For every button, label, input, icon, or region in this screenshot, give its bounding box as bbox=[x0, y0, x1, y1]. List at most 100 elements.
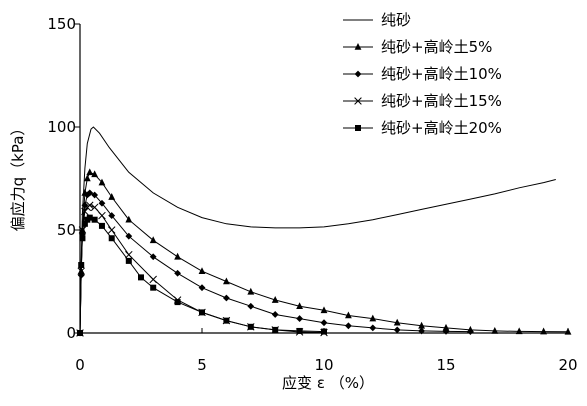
x-marker-stroke bbox=[125, 250, 133, 259]
data-point bbox=[296, 302, 303, 310]
legend-marker bbox=[354, 43, 362, 50]
data-point bbox=[296, 327, 303, 334]
data-point bbox=[393, 318, 401, 326]
axes: 0 5 10 15 20 0 50 100 150 bbox=[47, 15, 577, 374]
data-point bbox=[321, 328, 327, 335]
series-0 bbox=[79, 126, 556, 334]
data-point bbox=[98, 222, 105, 229]
data-point bbox=[174, 252, 181, 260]
data-point bbox=[198, 284, 206, 292]
data-point bbox=[77, 330, 83, 336]
data-point bbox=[467, 328, 474, 335]
data-point bbox=[79, 235, 86, 242]
data-point bbox=[81, 220, 88, 227]
data-point bbox=[91, 216, 98, 223]
data-point bbox=[138, 274, 144, 281]
legend-label: 纯砂 bbox=[381, 11, 411, 29]
y-tick-label: 100 bbox=[47, 118, 76, 136]
data-point bbox=[296, 315, 303, 322]
legend-label: 纯砂+高岭土10% bbox=[381, 65, 502, 83]
data-point bbox=[223, 317, 230, 324]
data-point bbox=[223, 277, 230, 285]
y-tick-label: 0 bbox=[66, 324, 76, 342]
x-marker-stroke bbox=[354, 97, 362, 105]
x-tick-label: 15 bbox=[436, 356, 455, 374]
data-point bbox=[108, 235, 115, 242]
data-point bbox=[271, 311, 279, 318]
x-tick-label: 20 bbox=[558, 356, 577, 374]
legend-item-3: 纯砂+高岭土15% bbox=[343, 92, 502, 110]
x-marker-stroke bbox=[107, 226, 116, 234]
legend-item-2: 纯砂+高岭土10% bbox=[343, 65, 502, 83]
data-point bbox=[86, 189, 94, 197]
x-marker-stroke bbox=[90, 203, 99, 212]
series-line bbox=[79, 217, 325, 334]
data-point bbox=[98, 178, 106, 186]
data-point bbox=[247, 287, 255, 295]
legend-item-1: 纯砂+高岭土5% bbox=[343, 38, 492, 56]
data-point bbox=[125, 257, 132, 264]
data-point bbox=[108, 212, 116, 219]
legend-marker bbox=[355, 125, 361, 131]
data-point bbox=[174, 269, 181, 277]
x-marker-stroke bbox=[98, 211, 106, 220]
data-point bbox=[83, 174, 91, 182]
data-point bbox=[125, 250, 133, 259]
data-point bbox=[91, 191, 99, 199]
data-point bbox=[540, 327, 547, 335]
data-point bbox=[86, 168, 94, 176]
y-axis-title: 偏应力q（kPa） bbox=[9, 121, 27, 232]
data-point bbox=[345, 322, 352, 330]
data-point bbox=[78, 262, 85, 269]
x-tick-label: 0 bbox=[75, 356, 85, 374]
series-line bbox=[79, 171, 569, 334]
legend-label: 纯砂+高岭土20% bbox=[381, 119, 502, 137]
data-point bbox=[81, 207, 89, 216]
series-2 bbox=[76, 189, 474, 337]
data-point bbox=[86, 214, 93, 221]
data-point bbox=[442, 323, 450, 331]
y-tick-label: 50 bbox=[57, 221, 76, 239]
data-point bbox=[90, 203, 99, 212]
data-point bbox=[418, 321, 425, 329]
series-4 bbox=[77, 214, 327, 336]
legend-marker bbox=[354, 97, 362, 105]
data-point bbox=[271, 296, 279, 303]
data-point bbox=[174, 299, 181, 306]
data-point bbox=[515, 327, 523, 335]
data-point bbox=[272, 326, 279, 333]
data-point bbox=[98, 199, 106, 207]
data-point bbox=[247, 323, 254, 330]
legend-item-4: 纯砂+高岭土20% bbox=[343, 119, 502, 137]
data-point bbox=[564, 327, 572, 335]
series-line bbox=[79, 126, 556, 334]
data-point bbox=[86, 201, 94, 210]
data-point bbox=[369, 314, 377, 322]
data-point bbox=[125, 215, 133, 223]
x-marker-stroke bbox=[149, 275, 157, 284]
x-marker-stroke bbox=[81, 207, 89, 216]
data-point bbox=[491, 326, 499, 334]
legend-label: 纯砂+高岭土15% bbox=[381, 92, 502, 110]
data-point bbox=[149, 253, 157, 261]
data-point bbox=[223, 294, 230, 302]
legend-label: 纯砂+高岭土5% bbox=[381, 38, 492, 56]
data-point bbox=[83, 191, 91, 199]
y-tick-label: 150 bbox=[47, 15, 76, 33]
data-point bbox=[345, 311, 352, 319]
data-point bbox=[149, 275, 157, 284]
data-point bbox=[369, 324, 377, 332]
data-point bbox=[320, 319, 328, 327]
series-layer bbox=[76, 126, 572, 337]
data-point bbox=[98, 211, 106, 220]
data-point bbox=[442, 327, 450, 335]
x-tick-label: 5 bbox=[197, 356, 207, 374]
data-point bbox=[91, 170, 99, 178]
x-tick-label: 10 bbox=[314, 356, 333, 374]
data-point bbox=[125, 232, 133, 240]
data-point bbox=[320, 306, 328, 314]
data-point bbox=[393, 326, 401, 334]
data-point bbox=[199, 309, 205, 316]
